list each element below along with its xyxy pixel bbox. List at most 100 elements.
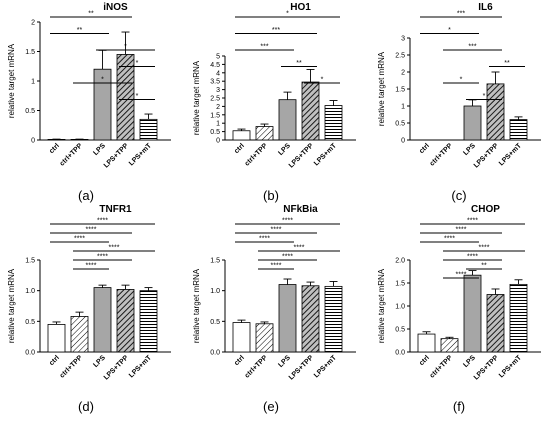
y-tick-label: 0	[31, 138, 35, 145]
y-tick-label: 0.5	[395, 327, 405, 334]
category-label: LPS+TPP	[103, 142, 130, 169]
bar-lps-mt	[139, 290, 158, 353]
y-tick-label: 4.5	[210, 62, 220, 69]
significance-label: ****	[86, 263, 97, 270]
y-tick-label: 3	[401, 36, 405, 43]
significance-label: **	[296, 60, 302, 67]
category-label: ctrl	[418, 142, 431, 155]
bar-lps	[463, 105, 482, 141]
y-axis-label: relative target mRNA	[377, 51, 386, 126]
y-tick-label: 0.5	[210, 319, 220, 326]
y-tick-label: 2	[31, 20, 35, 27]
y-tick-label: 1	[31, 79, 35, 86]
bar-lps-tpp	[486, 294, 505, 353]
y-axis-label: relative target mRNA	[192, 60, 201, 135]
y-tick-label: 0.5	[210, 129, 220, 136]
y-tick-label: 4	[216, 70, 220, 77]
y-tick-label: 1.5	[25, 49, 35, 56]
bar-lps-mt	[509, 283, 528, 353]
chart-title: iNOS	[103, 2, 128, 13]
y-tick-label: 0	[401, 138, 405, 145]
bar-ctrl	[232, 130, 251, 141]
category-label: ctrl+TPP	[59, 142, 84, 167]
significance-label: ****	[282, 218, 293, 225]
bar-lps-tpp	[301, 285, 320, 353]
category-label: LPS+TPP	[473, 142, 500, 169]
y-tick-label: 0.5	[25, 108, 35, 115]
y-tick-label: 1.0	[395, 304, 405, 311]
y-axis-label: relative target mRNA	[7, 43, 16, 118]
significance-label: ****	[97, 218, 108, 225]
significance-label: *	[136, 93, 139, 100]
bar-ctrl	[47, 323, 66, 353]
y-tick-label: 1.5	[25, 258, 35, 265]
y-axis-label: relative target mRNA	[377, 268, 386, 343]
category-label: LPS	[92, 354, 107, 369]
significance-label: ****	[479, 245, 490, 252]
category-label: LPS+mT	[498, 354, 523, 379]
category-label: ctrl+TPP	[429, 354, 454, 379]
y-tick-label: 1.5	[395, 281, 405, 288]
category-label: ctrl+TPP	[244, 354, 269, 379]
category-label: LPS	[277, 142, 292, 157]
chart-title: CHOP	[471, 204, 500, 215]
significance-label: ****	[259, 236, 270, 243]
bar-lps-mt	[509, 119, 528, 141]
bar-lps-tpp	[116, 289, 135, 353]
category-label: LPS+TPP	[288, 354, 315, 381]
significance-label: *	[483, 93, 486, 100]
significance-label: ****	[467, 218, 478, 225]
significance-label: ****	[109, 245, 120, 252]
category-label: LPS+TPP	[288, 142, 315, 169]
panel-letter: (f)	[453, 399, 465, 414]
y-axis-label: relative target mRNA	[7, 268, 16, 343]
chart-title: IL6	[478, 2, 493, 13]
y-tick-label: 0.5	[395, 121, 405, 128]
bar-lps	[278, 284, 297, 353]
y-tick-label: 1.5	[210, 258, 220, 265]
category-label: LPS+mT	[128, 142, 153, 167]
y-tick-label: 2.5	[395, 53, 405, 60]
significance-label: **	[88, 11, 94, 18]
panel-letter: (a)	[78, 188, 94, 203]
y-tick-label: 2.0	[395, 258, 405, 265]
category-label: LPS	[92, 142, 107, 157]
y-tick-label: 0.0	[25, 350, 35, 357]
significance-label: ****	[282, 254, 293, 261]
significance-label: ****	[271, 227, 282, 234]
y-tick-label: 2.5	[210, 96, 220, 103]
y-tick-label: 2	[216, 104, 220, 111]
category-label: LPS+mT	[498, 142, 523, 167]
significance-label: ***	[260, 44, 268, 51]
significance-label: ****	[456, 272, 467, 279]
significance-label: ****	[456, 227, 467, 234]
category-label: ctrl	[48, 354, 61, 367]
panel-letter: (e)	[263, 399, 279, 414]
significance-label: **	[481, 263, 487, 270]
significance-label: *	[286, 11, 289, 18]
significance-label: ****	[294, 245, 305, 252]
significance-label: *	[124, 44, 127, 51]
category-label: LPS+TPP	[103, 354, 130, 381]
significance-label: ****	[467, 254, 478, 261]
y-tick-label: 1.5	[395, 87, 405, 94]
category-label: LPS	[277, 354, 292, 369]
bar-lps	[463, 274, 482, 353]
category-label: ctrl+TPP	[244, 142, 269, 167]
y-tick-label: 1.0	[25, 288, 35, 295]
bar-lps-mt	[324, 285, 343, 353]
bar-lps	[278, 99, 297, 141]
bar-lps-tpp	[116, 54, 135, 141]
category-label: ctrl+TPP	[429, 142, 454, 167]
bar-ctrl-tpp	[70, 316, 89, 353]
category-label: ctrl	[233, 354, 246, 367]
panel-letter: (c)	[451, 188, 466, 203]
panel-letter: (d)	[78, 399, 94, 414]
y-tick-label: 0.0	[210, 350, 220, 357]
significance-label: **	[504, 60, 510, 67]
y-tick-label: 1.5	[210, 112, 220, 119]
category-label: ctrl	[233, 142, 246, 155]
significance-label: ****	[86, 227, 97, 234]
